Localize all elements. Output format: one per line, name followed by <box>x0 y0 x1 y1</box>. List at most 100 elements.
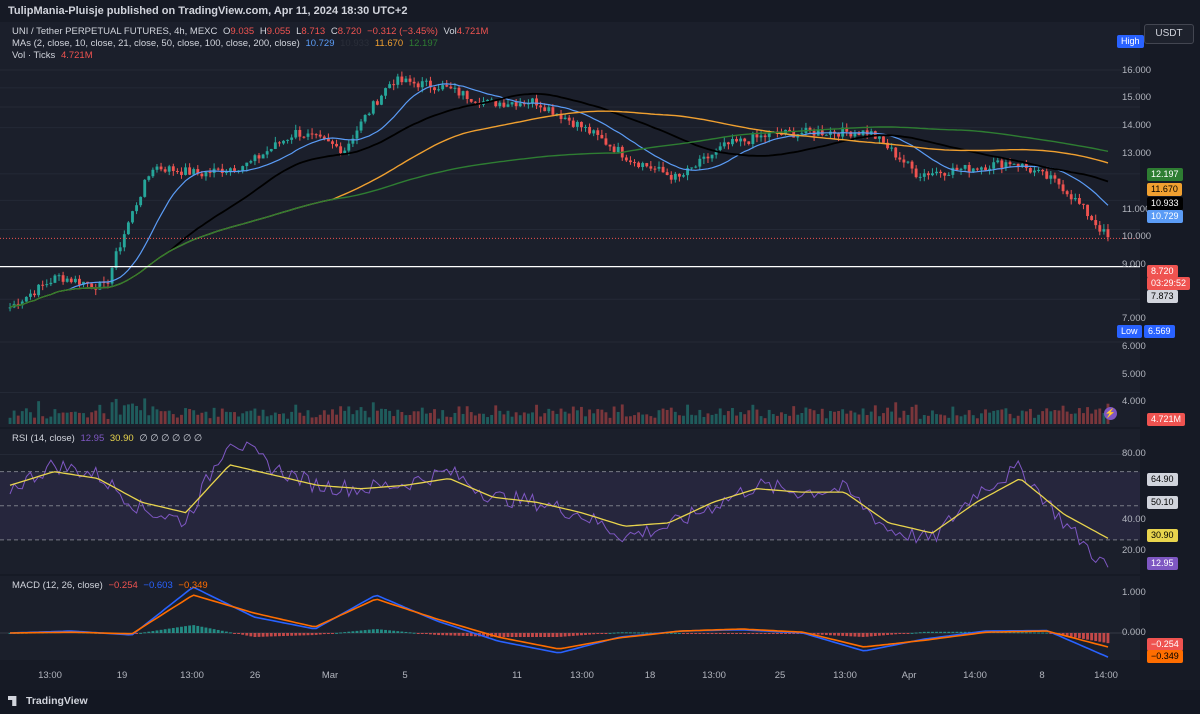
time-axis[interactable]: 13:00 19 13:00 26 Mar 5 11 13:00 18 13:00 25 13:00 A… <box>0 668 1140 684</box>
macd-histogram-bar <box>784 633 787 634</box>
candle-body <box>453 87 457 89</box>
lightning-icon[interactable]: ⚡ <box>1104 407 1117 420</box>
horizontal-line <box>0 237 1140 268</box>
volume-bar <box>347 406 351 424</box>
macd-histogram-bar <box>792 633 796 634</box>
volume-bar <box>698 409 702 424</box>
candle-body <box>216 168 220 170</box>
volume-bar <box>384 408 387 424</box>
price-tick: 9.000 <box>1122 259 1146 270</box>
macd-histogram-bar <box>229 632 232 634</box>
volume-bar <box>204 411 208 424</box>
macd-histogram-bar <box>420 633 424 634</box>
price-pane[interactable] <box>0 22 1140 427</box>
rsi-label[interactable]: RSI (14, close) <box>12 433 75 444</box>
macd-histogram-bar <box>502 633 506 637</box>
volume-bar <box>102 413 106 424</box>
candle-body <box>490 99 494 101</box>
macd-histogram-bar <box>216 629 220 633</box>
macd-histogram-bar <box>429 633 432 635</box>
candle-body <box>1082 203 1085 205</box>
candle-body <box>1065 191 1069 195</box>
close-label: C <box>330 26 338 37</box>
candle-body <box>702 156 706 159</box>
ma100-tag: 11.670 <box>1147 183 1182 196</box>
macd-histogram-bar <box>314 633 318 635</box>
macd-histogram-bar <box>1061 633 1065 636</box>
brand-label[interactable]: TradingView <box>26 695 88 707</box>
macd-histogram-bar <box>355 630 359 633</box>
candle-body <box>706 156 710 159</box>
volume-bar <box>1069 413 1073 424</box>
volume-bar <box>322 410 326 424</box>
macd-histogram-bar <box>849 633 853 637</box>
macd-histogram-bar <box>469 633 473 637</box>
candle-body <box>673 173 677 180</box>
candle-body <box>269 148 273 152</box>
candle-body <box>567 117 571 121</box>
volume-bar <box>808 408 812 424</box>
candle-body <box>1012 163 1016 165</box>
candle-body <box>20 301 24 306</box>
macd-histogram-bar <box>408 632 412 634</box>
macd-histogram-bar <box>694 633 698 634</box>
macd-label[interactable]: MACD (12, 26, close) <box>12 580 103 591</box>
candle-body <box>82 281 85 285</box>
candle-body <box>290 137 294 140</box>
macd-histogram-bar <box>580 633 583 636</box>
candle-body <box>469 98 473 102</box>
vol-ticks-value: 4.721M <box>60 50 93 61</box>
candle-body <box>461 91 465 96</box>
volume-bar <box>690 414 694 424</box>
macd-histogram-bar <box>947 631 951 633</box>
ma50-line <box>9 92 1109 309</box>
ohlc-row: UNI / Tether PERPETUAL FUTURES, 4h, MEXC… <box>12 26 491 38</box>
vol-ticks-label[interactable]: Vol · Ticks <box>12 50 56 61</box>
volume-bar <box>233 412 236 424</box>
ma200-value: 12.197 <box>408 38 438 49</box>
volume-bar <box>510 416 514 424</box>
rsi-tick: 20.00 <box>1122 545 1146 556</box>
candle-body <box>29 293 32 297</box>
macd-histogram-bar <box>135 633 138 634</box>
volume-bar <box>751 404 755 424</box>
volume-bar <box>29 412 32 424</box>
macd-histogram-bar <box>816 633 820 635</box>
volume-bar <box>326 414 330 424</box>
low-value-tag: 6.569 <box>1144 325 1175 338</box>
volume-bar <box>702 416 706 424</box>
volume-bar <box>82 413 85 424</box>
symbol-label[interactable]: UNI / Tether PERPETUAL FUTURES, 4h, MEXC <box>12 26 218 37</box>
volume-bar <box>890 411 894 424</box>
candle-body <box>718 146 722 150</box>
volume-bar <box>922 415 926 424</box>
footer-bar: TradingView <box>0 690 1200 714</box>
volume-bar <box>735 415 738 424</box>
macd-histogram-bar <box>1016 632 1020 634</box>
ma-label[interactable]: MAs (2, close, 10, close, 21, close, 50,… <box>12 38 300 49</box>
candle-body <box>1049 175 1053 179</box>
macd-histogram-bar <box>184 626 187 633</box>
candle-body <box>690 167 694 169</box>
volume-bar <box>449 417 453 424</box>
macd-histogram-bar <box>290 633 294 636</box>
macd-histogram-bar <box>424 633 428 634</box>
volume-bar <box>363 410 367 424</box>
macd-histogram-bar <box>710 633 714 634</box>
rsi-pane[interactable] <box>0 429 1140 574</box>
candle-body <box>1041 169 1045 172</box>
macd-histogram-bar <box>743 633 747 634</box>
macd-line <box>9 586 1109 658</box>
currency-button[interactable]: USDT <box>1144 24 1194 44</box>
candle-body <box>931 173 934 176</box>
candle-body <box>641 163 645 168</box>
candle-body <box>902 159 906 163</box>
volume-bar <box>996 410 1000 424</box>
candle-body <box>592 130 596 134</box>
macd-histogram-bar <box>518 633 522 637</box>
macd-histogram-bar <box>951 631 955 633</box>
candle-body <box>967 164 971 173</box>
candle-body <box>975 168 979 170</box>
macd-histogram-bar <box>894 633 898 635</box>
